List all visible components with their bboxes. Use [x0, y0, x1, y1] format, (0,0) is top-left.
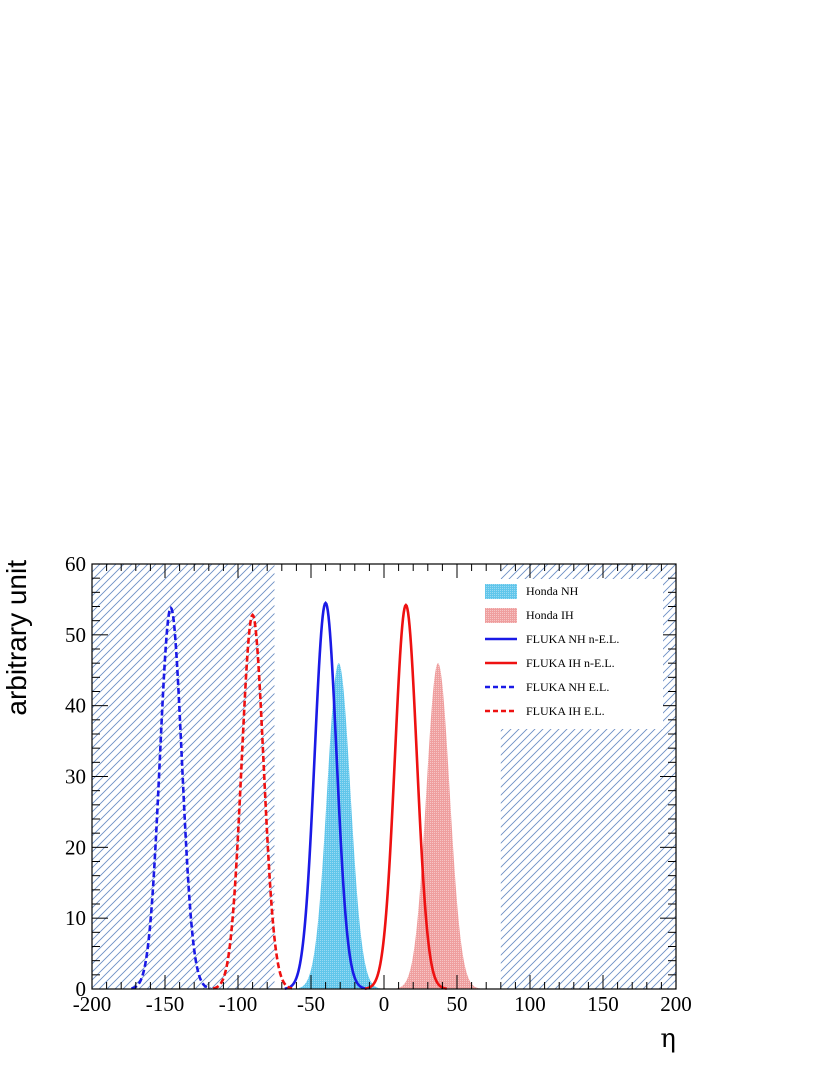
y-tick-label: 20	[65, 835, 86, 859]
legend-label: Honda IH	[526, 608, 574, 622]
x-tick-label: -50	[297, 992, 325, 1016]
legend-label: FLUKA IH n-E.L.	[526, 656, 615, 670]
x-axis-title: η	[660, 1024, 676, 1054]
x-tick-label: -100	[219, 992, 258, 1016]
legend-entry: FLUKA NH E.L.	[485, 680, 609, 694]
legend-entry: FLUKA IH E.L.	[485, 704, 605, 718]
series-fluka-ih-n-e-l	[364, 603, 447, 990]
x-tick-label: 200	[660, 992, 692, 1016]
x-tick-label: 150	[587, 992, 619, 1016]
series-fluka-nh-n-e-l	[284, 600, 367, 990]
x-tick-label: 0	[379, 992, 390, 1016]
y-tick-label: 60	[65, 552, 86, 576]
series-fluka-nh-e-l	[131, 605, 211, 990]
series-fluka-ih-e-l	[212, 613, 293, 990]
y-tick-label: 0	[76, 977, 87, 1001]
legend-label: FLUKA IH E.L.	[526, 704, 605, 718]
x-tick-label: -200	[73, 992, 112, 1016]
legend-entry: FLUKA NH n-E.L.	[485, 632, 619, 646]
y-tick-label: 40	[65, 694, 86, 718]
x-tick-label: 100	[514, 992, 546, 1016]
legend-box	[477, 579, 663, 729]
y-tick-label: 30	[65, 765, 86, 789]
x-tick-label: -150	[146, 992, 185, 1016]
legend-label: FLUKA NH E.L.	[526, 680, 609, 694]
legend: Honda NH Honda IH FLUKA NH n-E.L. FLUKA IH …	[477, 579, 663, 729]
y-tick-label: 10	[65, 906, 86, 930]
legend-entry: Honda IH	[485, 608, 574, 623]
y-axis-title: arbitrary unit	[1, 560, 32, 716]
legend-swatch	[485, 608, 517, 623]
legend-label: FLUKA NH n-E.L.	[526, 632, 619, 646]
legend-entry: FLUKA IH n-E.L.	[485, 656, 615, 670]
series-honda-ih	[392, 663, 482, 989]
legend-entry: Honda NH	[485, 584, 579, 599]
legend-swatch	[485, 584, 517, 599]
y-ticks: 0 10 20 30 40 50 60	[65, 552, 676, 1001]
legend-label: Honda NH	[526, 584, 579, 598]
curves	[131, 600, 447, 990]
x-ticks: -200 -150 -100 -50 0 50 100 150 200	[73, 564, 692, 1016]
filled-histograms	[293, 663, 482, 989]
excluded-region-1	[92, 564, 275, 989]
x-tick-label: 50	[447, 992, 468, 1016]
y-tick-label: 50	[65, 623, 86, 647]
series-honda-nh	[293, 663, 382, 989]
